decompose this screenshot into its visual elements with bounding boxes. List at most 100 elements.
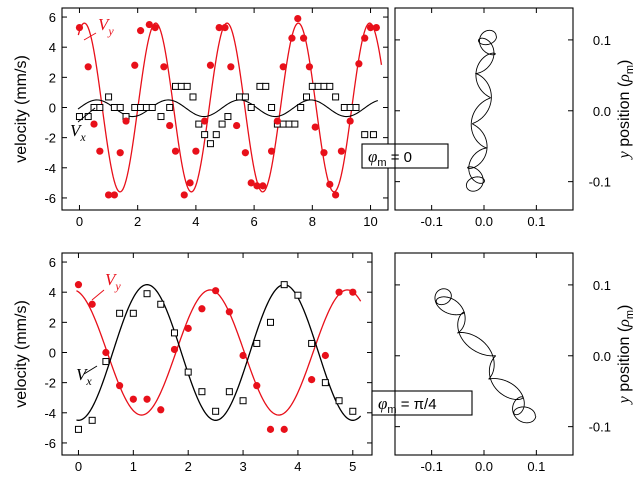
- y-tick-label: 6: [49, 255, 56, 270]
- vy-label-pointer: [91, 289, 105, 301]
- y-tick-label: -0.1: [589, 175, 611, 190]
- x-tick-label: 10: [363, 214, 377, 229]
- y-tick-label: -6: [44, 191, 56, 206]
- vx-data-point: [102, 358, 110, 366]
- series-label-sub: y: [114, 279, 121, 293]
- vx-data-point: [137, 103, 145, 111]
- x-tick-label: 0.0: [475, 214, 493, 229]
- series-label-main: V: [70, 121, 83, 140]
- x-tick-label: 2: [185, 459, 192, 474]
- pos-label-sub: m: [624, 310, 636, 319]
- vy-data-point: [192, 147, 200, 155]
- vx-data-point: [285, 120, 293, 128]
- trajectory-path: [465, 29, 498, 192]
- vx-data-point: [247, 103, 255, 111]
- vx-data-point: [236, 93, 244, 101]
- vx-data-point: [268, 103, 276, 111]
- x-tick-label: 1: [130, 459, 137, 474]
- vx-data-point: [308, 82, 316, 90]
- vy-data-point: [294, 14, 302, 23]
- vx-data-point: [166, 103, 174, 111]
- series-label-Vx: Vx: [76, 365, 92, 388]
- vx-data-point: [96, 103, 104, 111]
- vx-data-point: [303, 93, 310, 101]
- vx-data-point: [294, 291, 302, 299]
- plot-frame: [61, 252, 373, 456]
- vx-data-point: [225, 388, 233, 396]
- vy-data-point: [186, 179, 194, 187]
- vx-data-point: [280, 281, 288, 289]
- vx-data-point: [346, 103, 354, 111]
- vy-data-point: [280, 425, 288, 433]
- bottom-right-trajectory-panel: -0.10.00.1-0.10.00.1y position (ρm)x pos…: [394, 252, 636, 474]
- vx-fit-curve: [76, 284, 362, 421]
- vx-data-point: [349, 407, 357, 415]
- y-tick-label: 0: [49, 100, 56, 115]
- trajectory-path: [434, 288, 537, 424]
- annotation-box: [361, 143, 449, 169]
- annotation-text: φm = 0: [368, 147, 412, 169]
- series-label-main: V: [105, 270, 118, 289]
- vx-data-point: [172, 82, 180, 90]
- vy-data-point: [75, 23, 84, 32]
- vy-data-point: [346, 117, 354, 125]
- vy-data-point: [143, 395, 151, 403]
- y-tick-label: -2: [44, 131, 56, 146]
- vy-data-point: [253, 382, 261, 390]
- vy-data-point: [288, 34, 296, 42]
- vy-fit-curve: [76, 289, 362, 416]
- vy-data-point: [266, 425, 275, 433]
- x-tick-label: 5: [349, 459, 356, 474]
- vy-data-point: [171, 147, 180, 155]
- vx-data-point: [170, 329, 178, 337]
- vx-data-point: [266, 318, 274, 326]
- vy-data-point: [212, 287, 220, 295]
- vy-data-point: [320, 149, 328, 157]
- vy-data-point: [104, 191, 113, 199]
- series-label-Vx: Vx: [70, 121, 86, 144]
- vy-data-point: [201, 117, 209, 125]
- x-tick-label: 3: [239, 459, 246, 474]
- vx-data-point: [105, 93, 113, 101]
- series-label-Vy: Vy: [98, 15, 114, 38]
- vy-data-point: [279, 63, 287, 71]
- vx-data-point: [320, 82, 328, 90]
- vx-data-point: [195, 120, 203, 128]
- vx-data-point: [157, 300, 165, 308]
- vy-data-point: [160, 63, 168, 71]
- vx-data-point: [279, 120, 287, 128]
- plot-frame: [394, 252, 574, 456]
- vx-data-point: [131, 103, 139, 111]
- y-tick-label: -4: [44, 161, 56, 176]
- vy-data-point: [326, 180, 334, 188]
- pos-label-sub: m: [624, 65, 636, 74]
- vx-data-point: [239, 397, 247, 405]
- pos-label-var: y: [616, 395, 633, 405]
- vy-data-point: [151, 23, 159, 32]
- vx-data-point: [218, 120, 226, 128]
- vx-data-point: [148, 103, 156, 111]
- series-label-main: V: [98, 15, 111, 34]
- vx-data-point: [142, 103, 150, 111]
- vy-data-point: [233, 121, 241, 130]
- vx-data-point: [326, 82, 334, 90]
- vy-data-point: [349, 288, 357, 296]
- vx-data-point: [90, 103, 98, 111]
- vy-data-point: [308, 376, 316, 384]
- vx-data-point: [110, 103, 118, 111]
- vy-data-point: [166, 121, 174, 130]
- vy-data-point: [267, 147, 276, 155]
- y-position-label: y position (ρm): [616, 60, 636, 161]
- annotation-value: = 0: [387, 149, 412, 166]
- pos-label-close: ): [616, 60, 633, 65]
- x-tick-label: -0.1: [420, 459, 442, 474]
- x-tick-label: 0: [75, 459, 82, 474]
- x-tick-label: 4: [192, 214, 199, 229]
- annotation-phi: φ: [368, 147, 377, 166]
- vx-data-point: [184, 368, 192, 376]
- vx-data-point: [84, 113, 92, 121]
- vx-data-point: [177, 82, 185, 90]
- vy-data-point: [239, 351, 247, 360]
- vx-data-point: [206, 140, 214, 148]
